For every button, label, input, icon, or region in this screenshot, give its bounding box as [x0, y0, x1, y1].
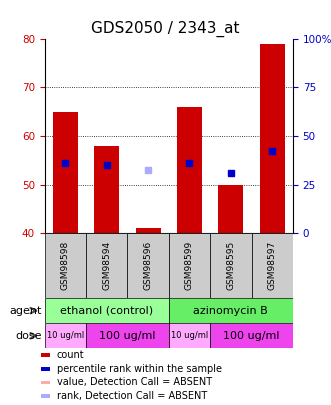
Bar [169, 323, 210, 348]
Text: dose: dose [15, 331, 41, 341]
Bar [86, 323, 169, 348]
Text: GDS2050 / 2343_at: GDS2050 / 2343_at [91, 21, 240, 37]
Text: 10 ug/ml: 10 ug/ml [171, 331, 208, 340]
Bar [94, 146, 119, 233]
Bar [177, 107, 202, 233]
Text: ethanol (control): ethanol (control) [60, 306, 153, 315]
Bar [169, 233, 210, 298]
Text: azinomycin B: azinomycin B [194, 306, 268, 315]
Text: GSM98594: GSM98594 [102, 241, 111, 290]
Text: GSM98596: GSM98596 [144, 241, 153, 290]
Bar [210, 323, 293, 348]
Bar [45, 298, 169, 323]
Text: 100 ug/ml: 100 ug/ml [223, 331, 280, 341]
Text: percentile rank within the sample: percentile rank within the sample [57, 364, 222, 374]
Text: GSM98597: GSM98597 [268, 241, 277, 290]
Bar [218, 185, 243, 233]
Bar [41, 394, 50, 398]
Bar [169, 298, 293, 323]
Text: 100 ug/ml: 100 ug/ml [99, 331, 156, 341]
Text: GSM98598: GSM98598 [61, 241, 70, 290]
Text: GSM98599: GSM98599 [185, 241, 194, 290]
Bar [127, 233, 169, 298]
Text: rank, Detection Call = ABSENT: rank, Detection Call = ABSENT [57, 391, 207, 401]
Text: 10 ug/ml: 10 ug/ml [47, 331, 84, 340]
Bar [252, 233, 293, 298]
Bar [41, 381, 50, 384]
Bar [41, 367, 50, 371]
Bar [260, 44, 285, 233]
Text: agent: agent [9, 306, 41, 315]
Bar [53, 112, 78, 233]
Bar [45, 233, 86, 298]
Bar [45, 323, 86, 348]
Text: count: count [57, 350, 84, 360]
Bar [136, 228, 161, 233]
Text: value, Detection Call = ABSENT: value, Detection Call = ABSENT [57, 377, 212, 388]
Bar [210, 233, 252, 298]
Bar [41, 353, 50, 357]
Bar [86, 233, 127, 298]
Text: GSM98595: GSM98595 [226, 241, 235, 290]
